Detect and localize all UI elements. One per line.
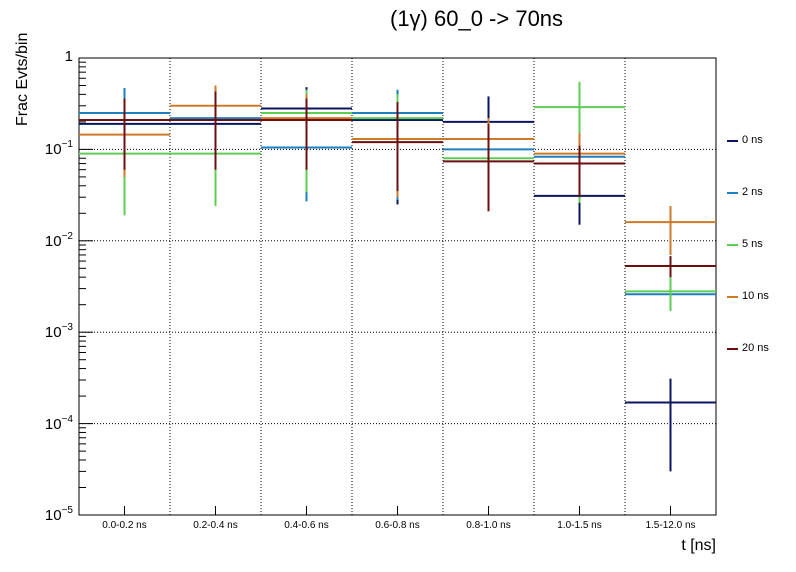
data-series bbox=[79, 81, 716, 472]
x-tick-label: 0.8-1.0 ns bbox=[466, 520, 511, 531]
y-tick-label: 1 bbox=[23, 48, 73, 65]
y-tick-label: 10−1 bbox=[23, 139, 73, 158]
series-20-ns bbox=[79, 91, 716, 278]
x-tick-label: 0.6-0.8 ns bbox=[375, 520, 420, 531]
y-tick-base: 10 bbox=[44, 141, 62, 159]
y-tick-exponent: −2 bbox=[61, 230, 73, 242]
legend-label: 5 ns bbox=[742, 238, 763, 250]
y-tick-exponent: −4 bbox=[61, 413, 73, 425]
legend-label: 0 ns bbox=[742, 134, 763, 146]
y-tick-exponent: −5 bbox=[61, 505, 73, 516]
y-tick-base: 10 bbox=[44, 232, 62, 250]
legend-label: 20 ns bbox=[742, 342, 769, 354]
y-tick-base: 10 bbox=[44, 324, 62, 342]
x-tick-label: 0.2-0.4 ns bbox=[193, 520, 238, 531]
x-axis-label: t [ns] bbox=[681, 537, 716, 554]
y-tick-base: 10 bbox=[44, 507, 62, 524]
legend-label: 10 ns bbox=[742, 290, 769, 302]
axis-ticks bbox=[79, 57, 671, 516]
x-tick-label: 0.4-0.6 ns bbox=[284, 520, 329, 531]
y-tick-label: 10−3 bbox=[23, 322, 73, 341]
y-tick-label: 10−2 bbox=[23, 231, 73, 250]
x-tick-label: 0.0-0.2 ns bbox=[102, 520, 147, 531]
y-axis-label: Frac Evts/bin bbox=[14, 32, 31, 126]
y-tick-base: 1 bbox=[64, 48, 73, 65]
x-tick-label: 1.0-1.5 ns bbox=[557, 520, 602, 531]
chart-title: (1γ) 60_0 -> 70ns bbox=[390, 6, 564, 31]
y-tick-exponent: −1 bbox=[61, 139, 73, 151]
y-tick-base: 10 bbox=[44, 415, 62, 433]
y-tick-exponent: −3 bbox=[61, 322, 73, 334]
legend-label: 2 ns bbox=[742, 186, 763, 198]
y-tick-label: 10−5 bbox=[23, 505, 73, 524]
x-tick-label: 1.5-12.0 ns bbox=[645, 520, 696, 531]
legend bbox=[727, 140, 738, 350]
y-tick-label: 10−4 bbox=[23, 414, 73, 433]
